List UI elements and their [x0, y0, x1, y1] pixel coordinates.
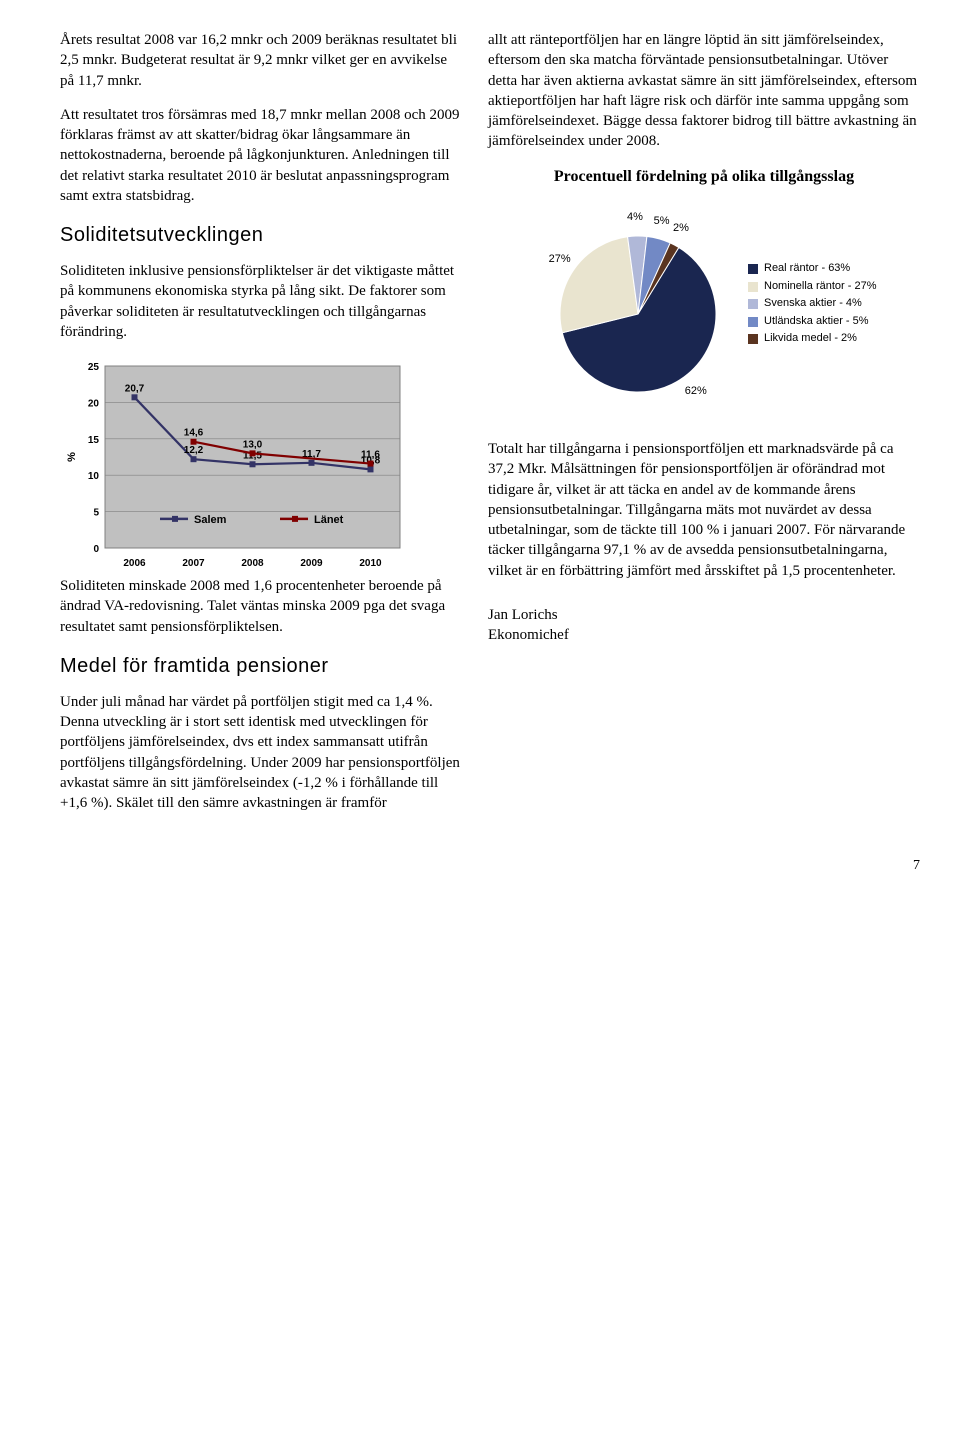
legend-label: Real räntor - 63% [764, 260, 850, 278]
legend-item: Svenska aktier - 4% [748, 295, 877, 313]
body-text: Att resultatet tros försämras med 18,7 m… [60, 105, 460, 206]
svg-text:20: 20 [88, 398, 100, 409]
body-text: Soliditeten minskade 2008 med 1,6 procen… [60, 576, 460, 637]
legend-item: Likvida medel - 2% [748, 330, 877, 348]
svg-text:Salem: Salem [194, 514, 227, 526]
svg-text:15: 15 [88, 435, 100, 446]
svg-text:12,2: 12,2 [184, 445, 204, 456]
legend-item: Utländska aktier - 5% [748, 313, 877, 331]
pie-pct-label: 4% [627, 210, 643, 225]
svg-text:20,7: 20,7 [125, 383, 145, 394]
legend-label: Utländska aktier - 5% [764, 313, 869, 331]
legend-swatch [748, 299, 758, 309]
body-text: Totalt har tillgångarna i pensionsportfö… [488, 439, 920, 581]
legend-swatch [748, 282, 758, 292]
page-number: 7 [60, 857, 920, 876]
pie-legend: Real räntor - 63%Nominella räntor - 27%S… [748, 260, 877, 348]
body-text: allt att ränteportföljen har en längre l… [488, 30, 920, 152]
svg-text:11,6: 11,6 [361, 450, 380, 461]
legend-label: Svenska aktier - 4% [764, 295, 862, 313]
pie-pct-label: 5% [654, 214, 670, 229]
section-heading-medel: Medel för framtida pensioner [60, 653, 460, 680]
pie-chart: 62% 27% 4% 5%2% Real räntor - 63%Nominella … [488, 189, 920, 419]
svg-text:2010: 2010 [359, 558, 382, 569]
pie-pct-label: 62% [685, 384, 707, 399]
svg-text:25: 25 [88, 362, 100, 373]
pie-chart-title: Procentuell fördelning på olika tillgång… [488, 166, 920, 188]
legend-item: Nominella räntor - 27% [748, 278, 877, 296]
body-text: Soliditeten inklusive pensionsförpliktel… [60, 261, 460, 342]
soliditet-chart: 0 5 10 15 20 25% 2006 2007 2008 2009 2010 20,7 12,2 1… [60, 356, 410, 576]
legend-swatch [748, 264, 758, 274]
body-text: Årets resultat 2008 var 16,2 mnkr och 20… [60, 30, 460, 91]
legend-swatch [748, 317, 758, 327]
legend-label: Nominella räntor - 27% [764, 278, 877, 296]
section-heading-soliditet: Soliditetsutvecklingen [60, 222, 460, 249]
svg-text:2006: 2006 [123, 558, 146, 569]
svg-text:%: % [66, 452, 78, 462]
legend-item: Real räntor - 63% [748, 260, 877, 278]
svg-text:5: 5 [93, 508, 99, 519]
signature-name: Jan Lorichs [488, 605, 920, 625]
pie-pct-label: 27% [549, 252, 571, 267]
svg-text:Länet: Länet [314, 514, 344, 526]
signature-block: Jan Lorichs Ekonomichef [488, 605, 920, 646]
svg-text:2008: 2008 [241, 558, 264, 569]
signature-title: Ekonomichef [488, 625, 920, 645]
legend-swatch [748, 334, 758, 344]
svg-text:0: 0 [93, 544, 99, 555]
svg-text:2009: 2009 [300, 558, 323, 569]
pie-pct-label: 2% [673, 221, 689, 236]
legend-label: Likvida medel - 2% [764, 330, 857, 348]
body-text: Under juli månad har värdet på portfölje… [60, 692, 460, 814]
svg-text:13,0: 13,0 [243, 439, 263, 450]
svg-text:14,6: 14,6 [184, 428, 204, 439]
svg-text:10: 10 [88, 471, 100, 482]
svg-text:2007: 2007 [182, 558, 205, 569]
